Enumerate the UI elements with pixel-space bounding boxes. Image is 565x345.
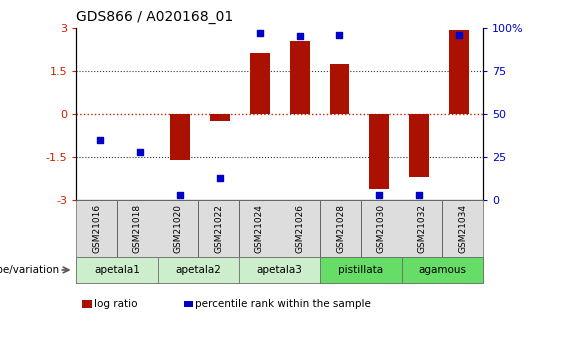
Bar: [210, 114, 230, 121]
Bar: [198, 200, 199, 257]
Point: [335, 32, 344, 37]
Bar: [361, 200, 362, 257]
Text: GSM21026: GSM21026: [295, 204, 305, 253]
Text: log ratio: log ratio: [94, 299, 138, 309]
Text: percentile rank within the sample: percentile rank within the sample: [195, 299, 371, 309]
Bar: [82, 300, 92, 308]
Bar: [320, 257, 402, 283]
Text: GSM21020: GSM21020: [173, 204, 182, 253]
Text: genotype/variation: genotype/variation: [0, 265, 59, 275]
Text: apetala2: apetala2: [175, 265, 221, 275]
Bar: [117, 200, 118, 257]
Point: [415, 192, 424, 198]
Bar: [370, 114, 389, 189]
Point: [255, 30, 264, 36]
Bar: [76, 257, 158, 283]
Bar: [329, 63, 350, 114]
Point: [375, 192, 384, 198]
Text: pistillata: pistillata: [338, 265, 384, 275]
Text: GSM21032: GSM21032: [418, 204, 427, 253]
Bar: [184, 301, 193, 307]
Bar: [409, 114, 429, 177]
Bar: [239, 200, 240, 257]
Bar: [402, 257, 483, 283]
Point: [455, 32, 464, 37]
Bar: [442, 200, 443, 257]
Text: GSM21022: GSM21022: [214, 204, 223, 253]
Text: GSM21030: GSM21030: [377, 204, 386, 253]
Text: apetala1: apetala1: [94, 265, 140, 275]
Point: [295, 33, 304, 39]
Text: GSM21018: GSM21018: [133, 204, 142, 253]
Bar: [449, 30, 469, 114]
Text: agamous: agamous: [419, 265, 466, 275]
Point: [215, 175, 224, 180]
Bar: [170, 114, 190, 160]
Bar: [76, 257, 483, 283]
Text: GSM21028: GSM21028: [336, 204, 345, 253]
Point: [176, 192, 185, 198]
Text: GDS866 / A020168_01: GDS866 / A020168_01: [76, 10, 233, 24]
Bar: [239, 257, 320, 283]
Text: apetala3: apetala3: [257, 265, 303, 275]
Text: GSM21034: GSM21034: [458, 204, 467, 253]
Bar: [158, 257, 239, 283]
Bar: [250, 53, 270, 114]
Text: GSM21016: GSM21016: [92, 204, 101, 253]
Bar: [76, 200, 483, 257]
Bar: [290, 41, 310, 114]
Point: [136, 149, 145, 155]
Bar: [320, 200, 321, 257]
Text: GSM21024: GSM21024: [255, 204, 264, 253]
Point: [95, 137, 105, 142]
